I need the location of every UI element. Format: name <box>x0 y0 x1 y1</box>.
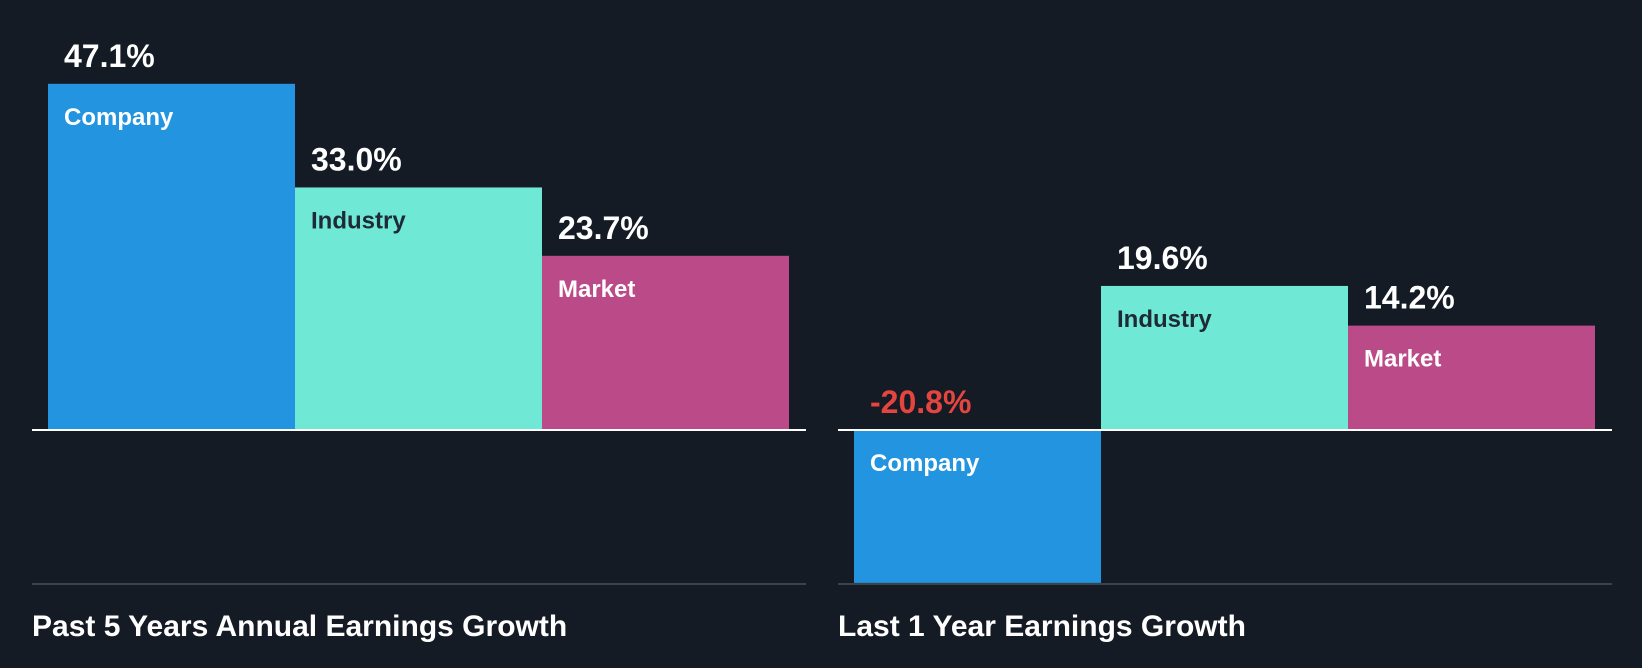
value-label-market: 14.2% <box>1364 280 1455 316</box>
bar-label-industry: Industry <box>311 207 406 234</box>
bar-industry <box>295 187 542 430</box>
bar-company <box>854 430 1101 583</box>
bar-market <box>1348 325 1595 430</box>
bar-label-industry: Industry <box>1117 306 1212 333</box>
bar-label-market: Market <box>558 276 635 303</box>
chart-title: Past 5 Years Annual Earnings Growth <box>32 610 567 643</box>
bar-label-company: Company <box>870 450 980 477</box>
chart-title: Last 1 Year Earnings Growth <box>838 610 1246 643</box>
bar-market <box>542 255 789 430</box>
value-label-company: -20.8% <box>870 384 971 420</box>
bar-industry <box>1101 285 1348 430</box>
bar-label-market: Market <box>1364 346 1441 373</box>
bar-company <box>48 83 295 430</box>
panel-past-5-years: Company 47.1% Industry 33.0% Market 23.7% Pas… <box>32 38 806 643</box>
value-label-industry: 33.0% <box>311 141 402 177</box>
value-label-market: 23.7% <box>558 210 649 246</box>
value-label-industry: 19.6% <box>1117 240 1208 276</box>
bar-label-company: Company <box>64 104 174 131</box>
value-label-company: 47.1% <box>64 38 155 74</box>
panel-last-1-year: Company -20.8% Industry 19.6% Market 14.2% La… <box>838 240 1612 643</box>
